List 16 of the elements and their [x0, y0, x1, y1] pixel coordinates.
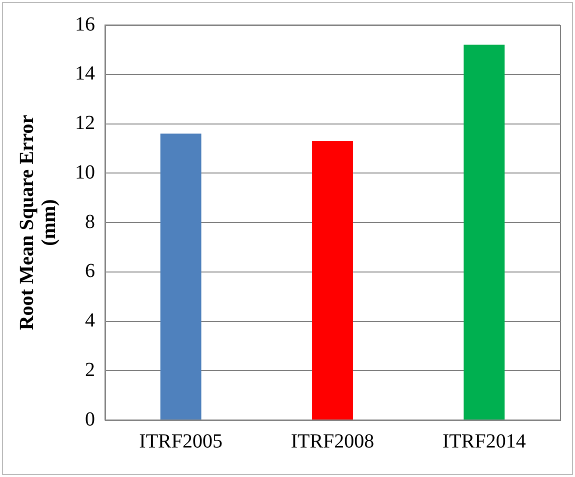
x-tick-label: ITRF2014 [442, 430, 526, 452]
bar [464, 44, 505, 420]
x-tick-label: ITRF2005 [139, 430, 223, 452]
bar [312, 141, 353, 420]
y-tick-label: 12 [75, 112, 95, 134]
y-tick-label: 8 [85, 210, 95, 233]
bar [160, 134, 202, 420]
y-tick-label: 10 [75, 161, 95, 184]
y-tick-label: 16 [75, 13, 95, 36]
y-tick-label: 4 [85, 310, 95, 332]
y-tick-label: 14 [75, 62, 95, 85]
y-axis-title: Root Mean Square Error (mm) [16, 114, 60, 330]
x-tick-label: ITRF2008 [290, 430, 374, 452]
y-tick-label: 6 [85, 260, 95, 282]
y-tick-label: 2 [85, 358, 95, 381]
y-tick-label: 0 [85, 408, 95, 430]
